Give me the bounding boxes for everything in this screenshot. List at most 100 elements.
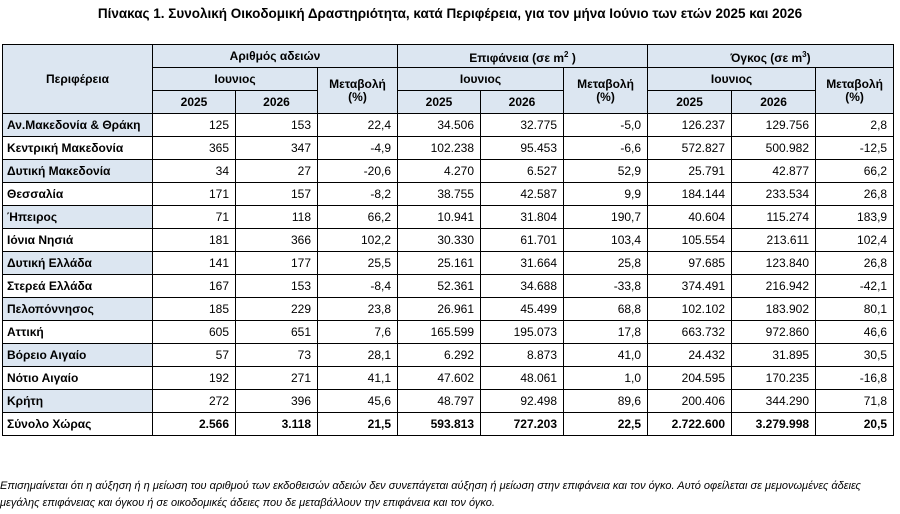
value-cell-v26: 233.534 xyxy=(731,182,817,206)
header-region: Περιφέρεια xyxy=(2,44,153,114)
header-june-volume: Ιουνιος xyxy=(647,67,817,91)
value-cell-p25: 192 xyxy=(152,366,236,390)
value-cell-ach: 25,8 xyxy=(563,251,649,275)
value-cell-vch: 26,8 xyxy=(815,251,895,275)
value-cell-v25: 25.791 xyxy=(647,159,733,183)
value-cell-vch: -42,1 xyxy=(815,274,895,298)
header-year-2025: 2025 xyxy=(152,90,236,114)
value-cell-ach: 9,9 xyxy=(563,182,649,206)
value-cell-v26: 31.895 xyxy=(731,343,817,367)
value-cell-pch: 66,2 xyxy=(316,205,399,229)
table-row: Βόρειο Αιγαίο 57 73 28,1 6.292 8.873 41,0 24.43… xyxy=(2,343,895,367)
region-cell: Ιόνια Νησιά xyxy=(2,228,153,252)
value-cell-a26: 31.804 xyxy=(480,205,565,229)
region-cell: Πελοπόννησος xyxy=(2,297,153,321)
value-cell-v25: 572.827 xyxy=(647,136,733,160)
header-change-permits: Μεταβολή (%) xyxy=(316,67,399,114)
value-cell-v26: 3.279.998 xyxy=(731,412,817,436)
value-cell-v26: 216.942 xyxy=(731,274,817,298)
value-cell-a26: 95.453 xyxy=(480,136,565,160)
value-cell-v25: 374.491 xyxy=(647,274,733,298)
value-cell-ach: 22,5 xyxy=(563,412,649,436)
header-area: Επιφάνεια (σε m2 ) xyxy=(397,44,649,68)
value-cell-a26: 727.203 xyxy=(480,412,565,436)
region-cell: Νότιο Αιγαίο xyxy=(2,366,153,390)
value-cell-p25: 185 xyxy=(152,297,236,321)
value-cell-v26: 213.611 xyxy=(731,228,817,252)
value-cell-ach: -6,6 xyxy=(563,136,649,160)
value-cell-a25: 10.941 xyxy=(397,205,482,229)
value-cell-a26: 32.775 xyxy=(480,113,565,137)
header-june-area: Ιουνιος xyxy=(397,67,565,91)
value-cell-a26: 42.587 xyxy=(480,182,565,206)
table-row: Κρήτη 272 396 45,6 48.797 92.498 89,6 200.406 34… xyxy=(2,389,895,413)
region-cell: Σύνολο Χώρας xyxy=(2,412,153,436)
value-cell-pch: -8,4 xyxy=(316,274,399,298)
value-cell-ach: 1,0 xyxy=(563,366,649,390)
region-cell: Αν.Μακεδονία & Θράκη xyxy=(2,113,153,137)
header-change-area: Μεταβολή (%) xyxy=(563,67,649,114)
value-cell-a25: 25.161 xyxy=(397,251,482,275)
region-cell: Ήπειρος xyxy=(2,205,153,229)
region-cell: Αττική xyxy=(2,320,153,344)
value-cell-a25: 26.961 xyxy=(397,297,482,321)
value-cell-v25: 102.102 xyxy=(647,297,733,321)
value-cell-p26: 396 xyxy=(235,389,318,413)
value-cell-pch: 102,2 xyxy=(316,228,399,252)
value-cell-p26: 27 xyxy=(235,159,318,183)
value-cell-ach: 89,6 xyxy=(563,389,649,413)
region-cell: Στερεά Ελλάδα xyxy=(2,274,153,298)
value-cell-a25: 30.330 xyxy=(397,228,482,252)
value-cell-ach: -5,0 xyxy=(563,113,649,137)
value-cell-pch: 23,8 xyxy=(316,297,399,321)
value-cell-p26: 157 xyxy=(235,182,318,206)
value-cell-v25: 97.685 xyxy=(647,251,733,275)
value-cell-p25: 71 xyxy=(152,205,236,229)
value-cell-a25: 593.813 xyxy=(397,412,482,436)
value-cell-v26: 129.756 xyxy=(731,113,817,137)
table-row: Αττική 605 651 7,6 165.599 195.073 17,8 663.732… xyxy=(2,320,895,344)
table-row: Πελοπόννησος 185 229 23,8 26.961 45.499 68,8 10… xyxy=(2,297,895,321)
value-cell-p25: 125 xyxy=(152,113,236,137)
value-cell-a25: 165.599 xyxy=(397,320,482,344)
value-cell-p25: 272 xyxy=(152,389,236,413)
value-cell-v25: 105.554 xyxy=(647,228,733,252)
value-cell-v25: 663.732 xyxy=(647,320,733,344)
value-cell-vch: -12,5 xyxy=(815,136,895,160)
value-cell-p26: 271 xyxy=(235,366,318,390)
value-cell-p25: 181 xyxy=(152,228,236,252)
value-cell-pch: 7,6 xyxy=(316,320,399,344)
value-cell-p25: 57 xyxy=(152,343,236,367)
value-cell-a26: 8.873 xyxy=(480,343,565,367)
region-cell: Θεσσαλία xyxy=(2,182,153,206)
value-cell-p25: 365 xyxy=(152,136,236,160)
value-cell-vch: 80,1 xyxy=(815,297,895,321)
region-cell: Βόρειο Αιγαίο xyxy=(2,343,153,367)
value-cell-p26: 73 xyxy=(235,343,318,367)
value-cell-a25: 48.797 xyxy=(397,389,482,413)
value-cell-a25: 6.292 xyxy=(397,343,482,367)
value-cell-v26: 183.902 xyxy=(731,297,817,321)
value-cell-ach: 41,0 xyxy=(563,343,649,367)
value-cell-pch: 25,5 xyxy=(316,251,399,275)
value-cell-a26: 6.527 xyxy=(480,159,565,183)
value-cell-pch: -8,2 xyxy=(316,182,399,206)
value-cell-p26: 347 xyxy=(235,136,318,160)
value-cell-vch: 2,8 xyxy=(815,113,895,137)
value-cell-a26: 45.499 xyxy=(480,297,565,321)
value-cell-pch: 45,6 xyxy=(316,389,399,413)
value-cell-p26: 153 xyxy=(235,274,318,298)
value-cell-ach: -33,8 xyxy=(563,274,649,298)
building-activity-table: Περιφέρεια Αριθμός αδειών Επιφάνεια (σε … xyxy=(2,44,895,436)
value-cell-p26: 177 xyxy=(235,251,318,275)
value-cell-p25: 171 xyxy=(152,182,236,206)
table-row: Δυτική Ελλάδα 141 177 25,5 25.161 31.664 25,8 9… xyxy=(2,251,895,275)
value-cell-p25: 167 xyxy=(152,274,236,298)
value-cell-pch: 41,1 xyxy=(316,366,399,390)
value-cell-v25: 126.237 xyxy=(647,113,733,137)
header-year-2026: 2026 xyxy=(480,90,565,114)
region-cell: Κεντρική Μακεδονία xyxy=(2,136,153,160)
value-cell-a25: 47.602 xyxy=(397,366,482,390)
value-cell-v25: 40.604 xyxy=(647,205,733,229)
value-cell-vch: 102,4 xyxy=(815,228,895,252)
